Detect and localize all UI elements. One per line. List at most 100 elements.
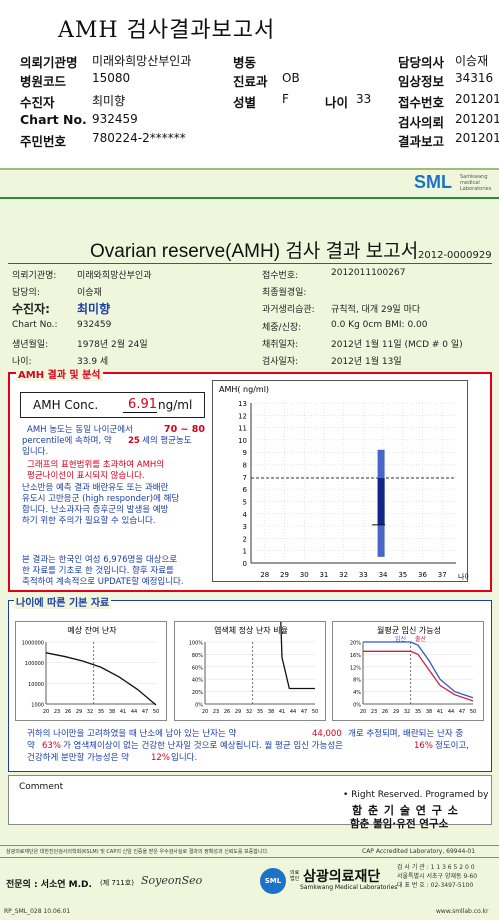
header-value: 20120111 bbox=[455, 112, 499, 126]
patient-field-value: 932459 bbox=[77, 320, 112, 330]
amh-response-line: 난소반응 예측 결과 배란유도 또는 과배란 bbox=[22, 483, 169, 493]
mini-x-tick: 38 bbox=[109, 709, 115, 715]
mini-x-tick: 29 bbox=[235, 709, 241, 715]
amh-note-line: 그래프의 표현범위를 초과하여 AMH의 bbox=[27, 460, 165, 470]
mini-series-line bbox=[363, 650, 474, 702]
amh-response-line: 유도시 고반응군 (high responder)에 해당 bbox=[22, 494, 180, 504]
mini-x-tick: 29 bbox=[393, 709, 399, 715]
header-label: 검사의뢰 bbox=[398, 115, 445, 130]
mini-chart-title: 월평균 임신 가능성 bbox=[377, 625, 441, 635]
amh-percentile-range: 70 ~ 80 bbox=[164, 424, 206, 435]
mini-x-tick: 20 bbox=[202, 709, 208, 715]
mini-x-tick: 44 bbox=[448, 709, 454, 715]
foundation-logo: SML bbox=[260, 868, 286, 894]
basic-text-2a: 약 bbox=[27, 741, 35, 751]
pregnancy-chance-chart: 월평균 임신 가능성 20% 16% 12% 8% 4% 0%20 23 26 29 32 35 38 4… bbox=[350, 625, 476, 715]
amh-y-tick: 5 bbox=[243, 498, 247, 506]
lab-address: 서울특별시 서초구 양재동 9-60 bbox=[397, 873, 478, 880]
amh-y-tick: 2 bbox=[243, 535, 247, 543]
lab-registration: 검 사 기 관 : 1 1 3 6 5 2 0 0 bbox=[397, 864, 475, 871]
header-label: 임상정보 bbox=[398, 74, 445, 89]
mini-y-tick: 60% bbox=[192, 665, 203, 671]
basic-text-1b: 개로 추정되며, 배란되는 난자 중 bbox=[348, 729, 464, 739]
amh-age-equivalent: 25 bbox=[128, 436, 140, 446]
green-rule bbox=[0, 197, 499, 199]
basic-text-3b: 입니다. bbox=[171, 753, 198, 763]
patient-field-value: 1978년 2월 24일 bbox=[77, 340, 148, 350]
doctor-name: 전문의 : 서소연 M.D. bbox=[6, 880, 92, 890]
mini-y-tick: 4% bbox=[353, 690, 361, 696]
basic-text-1a: 귀하의 나이만을 고려하였을 때 난소에 남아 있는 난자는 약 bbox=[27, 729, 237, 739]
remaining-eggs-chart-frame: 예상 잔여 난자 1000000 100000 10000 1000 20 23 26 29 32… bbox=[15, 621, 167, 721]
header-value: 20120111 bbox=[455, 92, 499, 106]
amh-note-block: 그래프의 표현범위를 초과하여 AMH의 평균나이선이 표시되지 않습니다. bbox=[27, 460, 164, 482]
header-label: 의뢰기관명 bbox=[20, 55, 78, 70]
rights-line-1: • Right Reserved. Programed by bbox=[343, 790, 489, 800]
amh-text-1b: percentile에 속하며, 약 bbox=[22, 436, 112, 446]
amh-y-axis-label: AMH( ng/ml) bbox=[219, 385, 269, 394]
patient-field-label: 담당의: bbox=[12, 288, 40, 298]
footer-rule-2 bbox=[0, 857, 499, 858]
basic-text-2b: 가 염색체이상이 없는 건강한 난자일 것으로 예상됩니다. 월 평균 임신 가… bbox=[63, 741, 343, 751]
amh-response-line: 하기 위한 주의가 필요할 수 있습니다. bbox=[22, 516, 156, 526]
basic-pregnancy-pct: 16% bbox=[414, 741, 433, 751]
patient-field-label: 나이: bbox=[12, 357, 32, 367]
patient-field-value: 미래와희망산부인과 bbox=[77, 271, 152, 281]
sml-logo-sub: Samkwang medical Laboratories bbox=[460, 174, 492, 192]
mini-x-tick: 35 bbox=[415, 709, 421, 715]
patient-field-value: 2012011100267 bbox=[331, 268, 406, 278]
header-value: 33 bbox=[356, 92, 372, 106]
mini-x-tick: 29 bbox=[76, 709, 82, 715]
footer-note: 삼광의료재단은 대한진단검사의학회(KSLM) 및 CAP의 신임 인증을 받은… bbox=[6, 849, 269, 855]
patient-field-value: 최미향 bbox=[77, 302, 111, 316]
patient-field-label: 과거생리습관: bbox=[262, 305, 315, 315]
website: www.smllab.co.kr bbox=[436, 908, 489, 915]
top-divider bbox=[0, 168, 499, 170]
mini-y-tick: 16% bbox=[350, 653, 361, 659]
mini-x-tick: 50 bbox=[470, 709, 476, 715]
foundation-prefix: 의료법인 bbox=[290, 870, 300, 882]
patient-field-value: 이승재 bbox=[77, 288, 102, 298]
mini-x-tick: 32 bbox=[246, 709, 252, 715]
patient-field-label: Chart No.: bbox=[12, 320, 58, 330]
footer-rule bbox=[0, 845, 499, 846]
amh-response-line: 합니다. 난소과자극 증후군의 발생을 예방 bbox=[22, 505, 169, 515]
patient-field-label: 생년월일: bbox=[12, 340, 49, 350]
amh-conc-unit: ng/ml bbox=[158, 398, 193, 412]
mini-x-tick: 41 bbox=[279, 709, 285, 715]
amh-data-note-line: 축적하여 계속적으로 UPDATE할 예정입니다. bbox=[22, 577, 184, 587]
rights-line-2: 함 춘 기 술 연 구 소 bbox=[352, 804, 459, 817]
patient-field-value: 2012년 1월 13일 bbox=[331, 357, 402, 367]
amh-conc-box: AMH Conc. 6.91 ng/ml bbox=[20, 392, 205, 418]
amh-chart-frame: AMH( ng/ml) 0 1 2 3 4 5 6 7 8 9 10 11 12 13 28 29 30 31 32 3… bbox=[212, 380, 471, 582]
doctor-license: (제 711호) bbox=[100, 879, 134, 887]
header-label: 병동 bbox=[233, 55, 257, 70]
header-title: AMH 검사결과보고서 bbox=[58, 18, 276, 43]
basic-section-title: 나이에 따른 기본 자료 bbox=[14, 594, 112, 609]
amh-y-tick: 12 bbox=[238, 412, 247, 420]
normal-egg-ratio-chart-frame: 염색체 정상 난자 비율 100% 80% 60% 40% 20% 0% 20 23 26 29 32… bbox=[174, 393, 326, 721]
amh-note-line: 평균나이선이 표시되지 않습니다. bbox=[27, 471, 145, 481]
mini-x-tick: 26 bbox=[65, 709, 71, 715]
report-title: Ovarian reserve(AMH) 검사 결과 보고서 bbox=[90, 241, 419, 262]
amh-x-tick: 32 bbox=[339, 571, 348, 579]
amh-data-note-line: 본 결과는 한국인 여성 6,976명을 대상으로 bbox=[22, 555, 178, 565]
amh-data-note-block: 본 결과는 한국인 여성 6,976명을 대상으로 한 자료를 기초로 한 것입니… bbox=[22, 555, 184, 588]
basic-remaining-eggs: 44,000 bbox=[312, 729, 342, 739]
sml-logo: SML bbox=[414, 172, 452, 192]
patient-field-value: 0.0 Kg 0cm BMI: 0.00 bbox=[331, 320, 428, 330]
mini-x-tick: 23 bbox=[371, 709, 377, 715]
amh-x-tick: 35 bbox=[398, 571, 407, 579]
amh-x-tick: 37 bbox=[438, 571, 447, 579]
lab-phone: 대 표 번 호 : 02-3497-5100 bbox=[397, 882, 474, 889]
amh-iqr-bar bbox=[377, 478, 385, 525]
amh-y-tick: 13 bbox=[238, 400, 247, 408]
mini-y-tick: 100% bbox=[189, 641, 204, 647]
header-label: 주민번호 bbox=[20, 134, 67, 149]
header-label: 성별 bbox=[233, 95, 257, 110]
amh-y-tick: 4 bbox=[243, 511, 248, 519]
report-number: 2012-0000929 bbox=[418, 250, 492, 261]
